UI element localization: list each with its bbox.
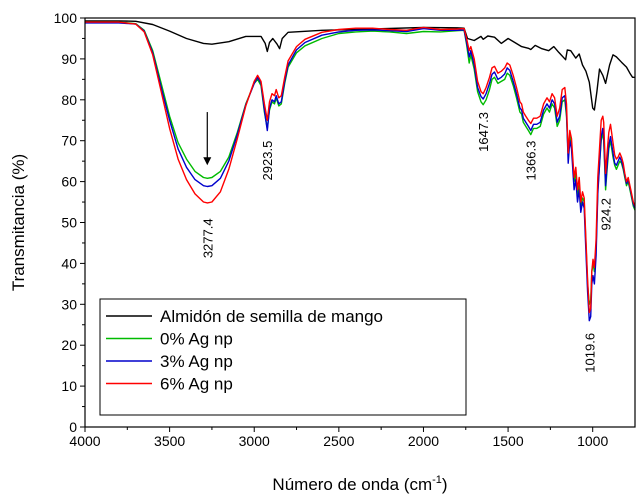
peak-label: 1019.6 — [582, 333, 597, 373]
y-tick-label: 40 — [61, 255, 77, 271]
peak-label: 2923.5 — [260, 141, 275, 181]
y-tick-label: 30 — [61, 296, 77, 312]
peak-label: 3277.4 — [200, 218, 215, 258]
series-line-2 — [85, 22, 636, 322]
x-axis-title-superscript: -1 — [432, 474, 442, 486]
legend-label-1: 0% Ag np — [160, 330, 233, 349]
series-line-1 — [85, 21, 636, 305]
x-axis-title-main: Número de onda (cm — [272, 475, 432, 494]
legend-label-3: 6% Ag np — [160, 375, 233, 394]
x-axis: 4000 3500 3000 2500 2000 1500 1000 — [69, 427, 608, 449]
x-tick-label: 1500 — [492, 433, 523, 449]
x-tick-label: 3000 — [239, 433, 270, 449]
x-tick-label: 2500 — [323, 433, 354, 449]
x-axis-title: Número de onda (cm-1) — [272, 474, 447, 494]
y-axis-title: Transmitancia (%) — [9, 154, 28, 291]
y-tick-label: 100 — [54, 10, 78, 26]
y-tick-label: 90 — [61, 51, 77, 67]
series-line-0 — [85, 20, 635, 111]
annotation-layer: 3277.4 2923.5 1647.3 1366.3 1019.6 924.2 — [200, 112, 614, 373]
y-tick-label: 60 — [61, 174, 77, 190]
y-tick-label: 10 — [61, 378, 77, 394]
peak-label: 1366.3 — [524, 141, 539, 181]
legend-label-0: Almidón de semilla de mango — [160, 307, 383, 326]
series-layer — [85, 20, 636, 322]
y-tick-label: 20 — [61, 337, 77, 353]
y-tick-label: 70 — [61, 133, 77, 149]
x-tick-label: 4000 — [69, 433, 100, 449]
arrow-head — [203, 157, 212, 166]
legend: Almidón de semilla de mango 0% Ag np 3% Ag… — [99, 298, 467, 416]
y-axis: 0 10 20 30 40 50 60 70 80 90 100 — [54, 10, 85, 435]
peak-label: 1647.3 — [476, 112, 491, 152]
series-line-3 — [85, 21, 636, 314]
x-tick-label: 1000 — [577, 433, 608, 449]
y-tick-label: 50 — [61, 215, 77, 231]
legend-label-2: 3% Ag np — [160, 352, 233, 371]
legend-box — [99, 298, 467, 416]
y-tick-label: 0 — [69, 419, 77, 435]
x-axis-title-close: ) — [442, 475, 448, 494]
y-tick-label: 80 — [61, 92, 77, 108]
x-tick-label: 2000 — [408, 433, 439, 449]
x-tick-label: 3500 — [154, 433, 185, 449]
peak-label: 924.2 — [599, 198, 614, 231]
